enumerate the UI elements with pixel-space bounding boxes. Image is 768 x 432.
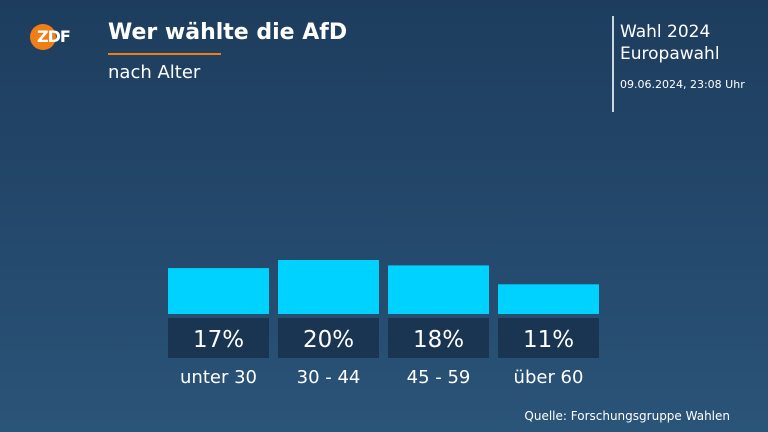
logo-circle: ZDF (30, 24, 71, 50)
page-title: Wer wählte die AfD (108, 20, 348, 45)
category-label: über 60 (514, 367, 584, 388)
bar-3 (388, 265, 489, 314)
bar-4 (498, 284, 599, 314)
title-underline (108, 53, 221, 55)
category-label: 45 - 59 (407, 367, 471, 388)
category-label: 30 - 44 (297, 367, 361, 388)
page-subtitle: nach Alter (108, 62, 201, 83)
value-label-box (278, 318, 379, 358)
bar-2 (278, 260, 379, 314)
election-year: Wahl 2024 (620, 22, 711, 42)
value-label-box (498, 318, 599, 358)
bar-1 (168, 268, 269, 314)
value-label: 18% (413, 327, 464, 353)
value-label-box (388, 318, 489, 358)
value-label: 20% (303, 327, 354, 353)
election-name: Europawahl (620, 44, 720, 64)
source-note: Quelle: Forschungsgruppe Wahlen (524, 409, 730, 423)
info-divider (612, 16, 614, 112)
zdf-logo-icon: ZDF (30, 24, 71, 50)
value-label: 11% (523, 327, 574, 353)
category-label: unter 30 (180, 367, 257, 388)
value-label-box (168, 318, 269, 358)
logo-text: ZDF (37, 27, 71, 46)
value-label: 17% (193, 327, 244, 353)
timestamp: 09.06.2024, 23:08 Uhr (620, 78, 745, 91)
